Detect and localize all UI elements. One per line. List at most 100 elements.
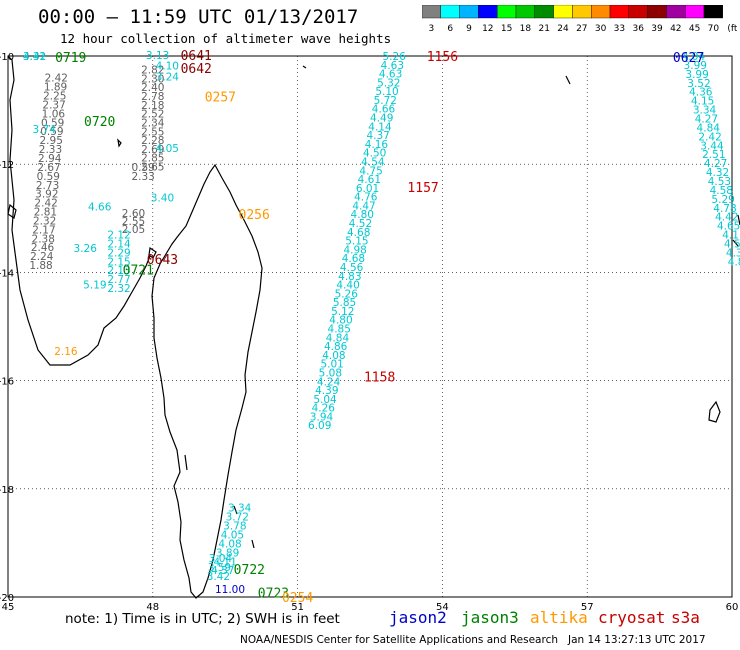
wave-height-value: 4.04 — [682, 51, 706, 63]
wave-height-value: 5.72 — [374, 95, 397, 107]
small-islands — [184, 65, 571, 549]
wave-height-value: 4.78 — [713, 203, 736, 215]
track-time-label: 0256 — [239, 208, 270, 223]
wave-height-value: 4.61 — [358, 174, 381, 186]
wave-height-value: 2.05 — [122, 224, 145, 236]
wave-height-value: 2.52 — [141, 109, 164, 121]
wave-height-value: 2.55 — [122, 216, 145, 228]
wave-height-value: 2.40 — [141, 82, 164, 94]
colorbar-tick-label: 36 — [632, 24, 644, 34]
track-time-label: 0257 — [205, 91, 236, 106]
wave-height-value: 2.42 — [698, 131, 721, 143]
wave-height-value: 4.65 — [717, 221, 740, 233]
colorbar-tick-label: 21 — [538, 24, 549, 34]
lat-tick-label: -18 — [0, 485, 14, 496]
wave-height-value: 4.8 — [728, 256, 740, 268]
wave-height-value: 3.34 — [228, 503, 252, 515]
wave-height-value: 4.32 — [706, 167, 729, 179]
lon-tick-label: 54 — [436, 602, 449, 613]
wave-height-value: 4.63 — [381, 60, 404, 72]
colorbar-tick-label: 42 — [670, 24, 681, 34]
wave-height-value: 4.84 — [697, 122, 721, 134]
colorbar-swatch — [703, 5, 723, 19]
header: 00:00 – 11:59 UTC 01/13/2017 12 hour col… — [0, 0, 740, 56]
wave-height-value: 3.44 — [700, 140, 724, 152]
wave-height-value: 4.63 — [379, 69, 402, 81]
wave-height-value: 5.12 — [331, 306, 354, 318]
wave-height-value: 2.24 — [30, 251, 54, 263]
wave-height-value: 3.26 — [74, 243, 98, 255]
wave-height-value: 4.27 — [695, 113, 718, 125]
map-title: 00:00 – 11:59 UTC 01/13/2017 — [38, 6, 359, 28]
colorbar-tick-label: 9 — [466, 24, 472, 34]
wave-height-value: 2.73 — [36, 180, 59, 192]
wave-height-value: 1.06 — [42, 108, 66, 120]
lat-tick-label: -10 — [0, 52, 14, 63]
wave-height-value: 2.67 — [37, 162, 60, 174]
wave-height-value: 2.82 — [141, 65, 164, 77]
wave-height-value: 4.80 — [351, 209, 374, 221]
colorbar-tick-label: 3 — [429, 24, 435, 34]
lon-tick-label: 57 — [581, 602, 594, 613]
wave-height-value: 3.92 — [35, 189, 58, 201]
colorbar-tick-label: 39 — [651, 24, 663, 34]
footer-note: note: 1) Time is in UTC; 2) SWH is in fe… — [65, 611, 340, 627]
wave-height-value: 5.29 — [711, 194, 734, 206]
comoros-islands — [7, 138, 157, 259]
wave-height-value: 4.84 — [326, 332, 350, 344]
wave-height-value: 5.15 — [345, 236, 368, 248]
track-time-label: 0720 — [84, 115, 115, 130]
wave-height-value: 3.52 — [687, 78, 710, 90]
wave-height-value: 4.24 — [317, 376, 341, 388]
map-grid: 45 48 51 54 57 60 -10 -12 -14 -16 -18 -20 — [0, 52, 738, 613]
wave-height-value: 4.80 — [329, 315, 352, 327]
wave-height-value: 2.51 — [702, 149, 725, 161]
wave-height-value: 2.95 — [40, 135, 63, 147]
mission-legend-s3a: s3a — [671, 608, 700, 627]
wave-height-value: 4.66 — [372, 104, 396, 116]
wave-height-value: 5.26 — [382, 51, 406, 63]
wave-height-value: 5.26 — [335, 288, 359, 300]
wave-height-value: 6.01 — [356, 183, 379, 195]
wave-height-value: 4.5 — [724, 238, 740, 250]
wave-height-value: 4.56 — [340, 262, 364, 274]
wave-height-value: 2.69 — [141, 144, 164, 156]
lat-tick-label: -12 — [0, 160, 14, 171]
lon-tick-label: 51 — [291, 602, 304, 613]
wave-height-value: 4.98 — [343, 244, 366, 256]
coastline — [7, 55, 740, 599]
colorbar-tick-label: 12 — [482, 24, 493, 34]
track-time-label: 0254 — [282, 591, 313, 606]
wave-height-value: 4.50 — [363, 148, 386, 160]
wave-height-value: 2.38 — [32, 233, 55, 245]
wave-height-value: 4.76 — [354, 192, 378, 204]
colorbar-tick-label: 15 — [501, 24, 512, 34]
wave-height-value: 4.47 — [352, 200, 375, 212]
map-frame — [7, 55, 733, 598]
wave-height-value: 3.42 — [207, 571, 230, 583]
track-time-label: 0723 — [258, 587, 289, 602]
wave-height-value: 3.99 — [685, 69, 708, 81]
wave-height-value: 2.34 — [141, 117, 165, 129]
wave-height-value: 3.41 — [23, 51, 46, 63]
wave-height-value: 3.74 — [33, 124, 57, 136]
colorbar-tick-label: 30 — [595, 24, 607, 34]
wave-height-value: 2.33 — [39, 144, 62, 156]
wave-height-value: 4.08 — [218, 538, 241, 550]
wave-height-value: 3.94 — [310, 411, 334, 423]
wave-height-value: 3.99 — [684, 60, 707, 72]
wave-height-value: 4.54 — [361, 156, 385, 168]
wave-height-value: 6.09 — [308, 420, 331, 432]
lon-tick-label: 48 — [146, 602, 159, 613]
wave-height-value: 4.27 — [704, 158, 727, 170]
wave-height-value: 2.32 — [107, 283, 130, 295]
wave-height-value: 3.78 — [223, 521, 246, 533]
wave-height-value: 2.78 — [141, 91, 164, 103]
wave-height-value: 4.75 — [359, 165, 382, 177]
wave-height-value: 0.59 — [37, 171, 60, 183]
wave-height-value: 2.28 — [141, 135, 164, 147]
wave-height-value: 2.30 — [141, 73, 164, 85]
wave-height-value: 2.17 — [32, 224, 55, 236]
wave-height-value: 0.59 — [40, 126, 63, 138]
wave-height-value: 4.26 — [312, 403, 336, 415]
